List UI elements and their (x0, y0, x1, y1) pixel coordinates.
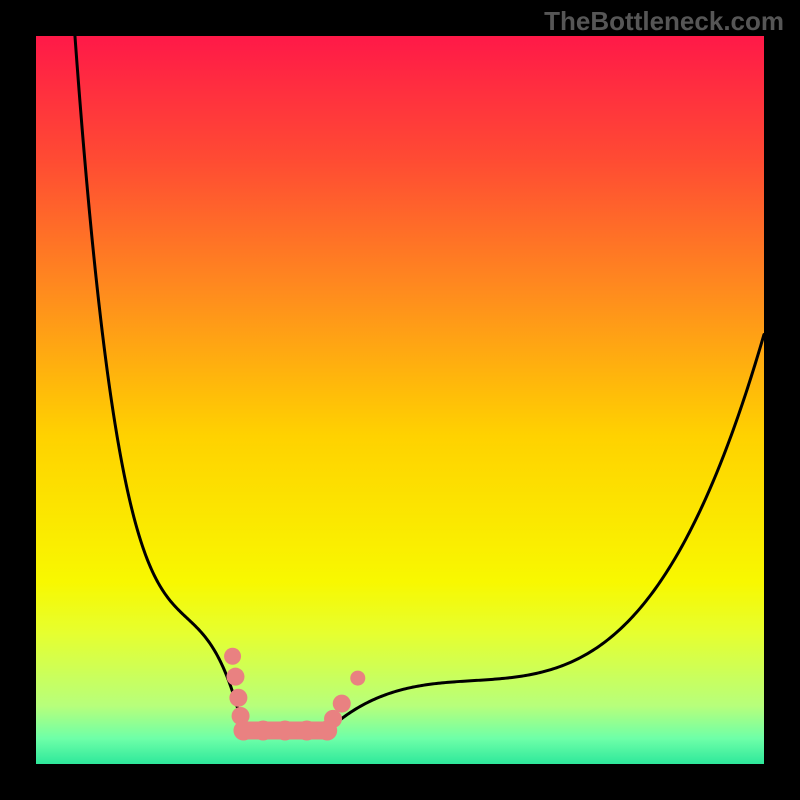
data-marker (229, 689, 247, 707)
data-marker (297, 721, 317, 741)
bottleneck-chart (36, 36, 764, 764)
data-marker (253, 721, 273, 741)
watermark-text: TheBottleneck.com (544, 6, 784, 37)
data-marker (233, 721, 253, 741)
data-marker (350, 671, 365, 686)
data-marker (275, 721, 295, 741)
gradient-background (36, 36, 764, 764)
data-marker (333, 695, 351, 713)
data-marker (226, 668, 244, 686)
data-marker (224, 648, 241, 665)
data-marker (324, 710, 342, 728)
